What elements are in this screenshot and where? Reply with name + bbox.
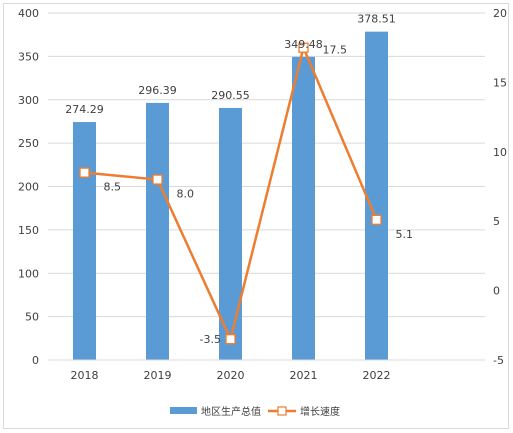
x-axis: 2018 2019 2020 2021 2022 <box>48 359 485 382</box>
y-left-tick-label: 150 <box>18 224 39 237</box>
line-series <box>79 42 382 345</box>
bar-2020 <box>219 107 242 360</box>
bar-value-label: 290.55 <box>211 89 250 102</box>
line-value-label: 8.5 <box>104 181 122 194</box>
legend-swatch-bar <box>170 407 197 414</box>
y-left-tick-label: 100 <box>18 267 39 280</box>
legend-label-line: 增长速度 <box>300 405 340 418</box>
bar-2018 <box>73 122 96 360</box>
x-tick-label: 2018 <box>71 369 99 382</box>
line-marker-2018 <box>79 167 90 178</box>
x-tick-label: 2020 <box>217 369 245 382</box>
x-tick-label: 2021 <box>290 369 318 382</box>
y-right-tick-label: 5 <box>493 215 500 228</box>
y-left-tick-label: 350 <box>18 50 39 63</box>
legend-marker-line <box>277 406 287 416</box>
line-marker-2019 <box>152 174 163 185</box>
data-labels: 274.29 296.39 290.55 349.48 378.51 8.5 8.0 -3.5… <box>65 13 413 347</box>
bar-2022 <box>365 31 388 360</box>
line-marker-2021 <box>298 42 309 53</box>
bar-series <box>73 31 388 360</box>
line-marker-2020 <box>225 334 236 345</box>
bar-value-label: 274.29 <box>65 103 104 116</box>
bar-2019 <box>146 102 169 360</box>
line-value-label: -3.5 <box>200 333 221 346</box>
y-right-tick-label: 20 <box>493 7 507 20</box>
x-tick-label: 2022 <box>363 369 391 382</box>
line-marker-2022 <box>371 214 382 225</box>
y-right-tick-label: -5 <box>493 354 504 367</box>
y-left-tick-label: 400 <box>18 7 39 20</box>
left-axis: 0 50 100 150 200 250 300 350 400 <box>18 7 39 367</box>
y-left-tick-label: 200 <box>18 181 39 194</box>
right-axis: -5 0 5 10 15 20 <box>493 7 507 367</box>
bar-2021 <box>292 56 315 360</box>
chart-frame <box>3 3 509 429</box>
x-tick-label: 2019 <box>144 369 172 382</box>
y-right-tick-label: 15 <box>493 76 507 89</box>
bar-value-label: 378.51 <box>357 13 396 26</box>
legend: 地区生产总值 增长速度 <box>170 405 340 418</box>
line-value-label: 8.0 <box>177 188 195 201</box>
y-left-tick-label: 250 <box>18 137 39 150</box>
bar-value-label: 296.39 <box>138 84 177 97</box>
y-right-tick-label: 0 <box>493 285 500 298</box>
y-left-tick-label: 300 <box>18 94 39 107</box>
y-right-tick-label: 10 <box>493 146 507 159</box>
legend-label-bar: 地区生产总值 <box>201 405 261 418</box>
y-left-tick-label: 0 <box>32 354 39 367</box>
y-left-tick-label: 50 <box>25 311 39 324</box>
gridlines <box>48 12 485 318</box>
bar-value-label: 349.48 <box>284 38 323 51</box>
line-value-label: 5.1 <box>396 228 414 241</box>
line-value-label: 17.5 <box>323 44 348 57</box>
